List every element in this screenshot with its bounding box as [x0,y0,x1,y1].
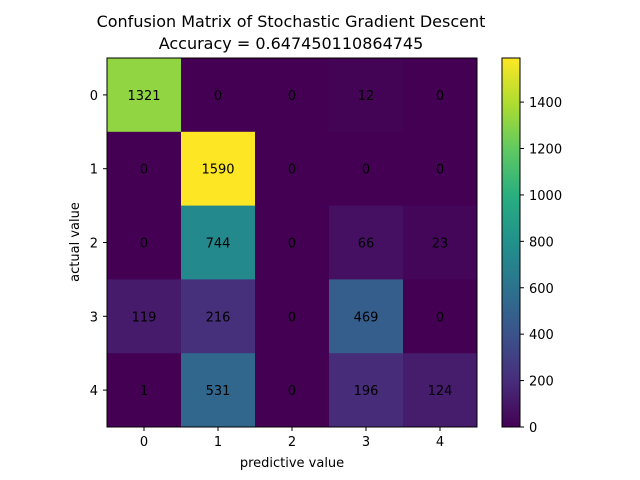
heatmap-cell [181,353,256,428]
cell-value-label: 1 [140,384,148,399]
x-axis-ticks: 0 1 2 3 4 [140,427,444,450]
cell-value-label: 1590 [201,163,234,178]
heatmap-cell [255,279,330,354]
cell-value-label: 119 [132,310,157,325]
heatmap-cell [107,279,182,354]
colorbar-tick-label: 600 [529,282,554,297]
colorbar [501,57,521,428]
cell-value-label: 531 [206,384,231,399]
x-tick-label: 2 [288,435,296,450]
colorbar-tick-label: 800 [529,235,554,250]
heatmap-cell [329,131,404,207]
cell-value-label: 0 [288,237,296,252]
cell-value-label: 23 [432,237,449,252]
x-tick-label: 0 [140,435,148,450]
heatmap-cell [403,205,478,280]
cell-value-label: 0 [436,310,444,325]
heatmap-cell-labels: 1321 0 0 12 0 0 1590 0 0 0 0 744 0 66 23 119 216 0 469 0 1 53… [127,89,452,399]
heatmap-cell [181,131,256,207]
heatmap-cell [107,353,182,428]
cell-value-label: 0 [436,163,444,178]
colorbar-ticks: 0 200 400 600 800 1000 1200 1400 [520,96,562,436]
cell-value-label: 744 [206,237,231,252]
chart-title: Confusion Matrix of Stochastic Gradient … [97,12,486,31]
cell-value-label: 12 [358,89,375,104]
cell-value-label: 216 [206,310,231,325]
heatmap-cell [181,205,256,280]
y-axis-ticks: 0 1 2 3 4 [90,89,107,399]
cell-value-label: 0 [288,163,296,178]
colorbar-tick-label: 0 [529,421,537,436]
heatmap-cell [255,131,330,207]
x-tick-label: 1 [214,435,222,450]
chart-subtitle: Accuracy = 0.647450110864745 [159,34,424,53]
heatmap-cell [329,353,404,428]
x-tick-label: 3 [362,435,370,450]
cell-value-label: 0 [288,384,296,399]
heatmap-cell [403,58,478,133]
cell-value-label: 0 [288,89,296,104]
cell-value-label: 0 [140,163,148,178]
x-axis-label: predictive value [240,456,344,471]
heatmap-cell [403,279,478,354]
y-tick-label: 3 [90,310,98,325]
heatmap-cell [329,58,404,133]
heatmap-cell [181,279,256,354]
heatmap-cell [403,353,478,428]
heatmap-cell [107,205,182,280]
heatmap-cell [255,58,330,133]
colorbar-tick-label: 1400 [529,96,562,111]
heatmap-cell [255,205,330,280]
cell-value-label: 0 [362,163,370,178]
cell-value-label: 0 [288,310,296,325]
heatmap-cell [107,131,182,207]
x-tick-label: 4 [436,435,444,450]
heatmap-cell [329,279,404,354]
heatmap-cell [181,58,256,133]
cell-value-label: 469 [354,310,379,325]
colorbar-tick-label: 400 [529,328,554,343]
colorbar-tick-label: 1200 [529,143,562,158]
cell-value-label: 66 [358,237,375,252]
colorbar-tick-label: 1000 [529,189,562,204]
cell-value-label: 0 [140,237,148,252]
cell-value-label: 0 [436,89,444,104]
cell-value-label: 1321 [127,89,160,104]
heatmap-cell [107,58,182,133]
y-axis-label: actual value [68,202,83,282]
y-tick-label: 1 [90,163,98,178]
cell-value-label: 0 [214,89,222,104]
heatmap-cells [107,58,478,428]
colorbar-tick-label: 200 [529,375,554,390]
y-tick-label: 0 [90,89,98,104]
cell-value-label: 196 [354,384,379,399]
cell-value-label: 124 [428,384,453,399]
heatmap-cell [403,131,478,207]
heatmap-frame [106,57,478,428]
heatmap-cell [329,205,404,280]
heatmap-cell [255,353,330,428]
y-tick-label: 2 [90,237,98,252]
y-tick-label: 4 [90,384,98,399]
